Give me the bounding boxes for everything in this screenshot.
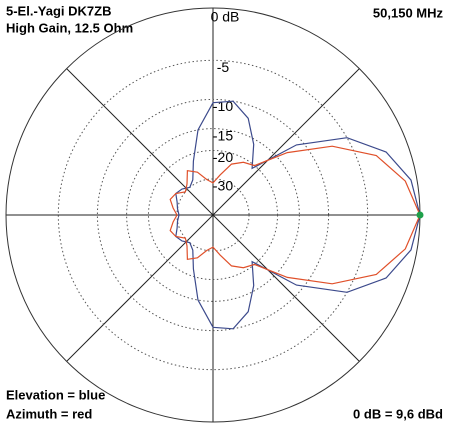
pattern-line [175, 100, 421, 330]
pattern-line [169, 145, 421, 285]
r-tick-label: -15 [213, 127, 233, 143]
legend-entry: Elevation = blue [6, 387, 105, 402]
spoke [66, 68, 360, 362]
ring [126, 128, 300, 302]
chart-title: 5-El.-Yagi DK7ZB [6, 3, 111, 18]
chart-subtitle: High Gain, 12.5 Ohm [6, 20, 133, 35]
ring [57, 59, 369, 371]
r-tick-label: -5 [217, 59, 230, 75]
r-tick-label: -10 [213, 98, 233, 114]
ring [147, 149, 279, 281]
r-tick-label: -20 [213, 149, 233, 165]
ring [96, 98, 330, 332]
r-tick-label: -30 [213, 178, 233, 194]
annotation: 0 dB = 9,6 dBd [353, 406, 443, 421]
reference-dot [416, 211, 424, 219]
frequency: 50,150 MHz [373, 5, 444, 20]
legend-entry: Azimuth = red [6, 406, 92, 421]
r-tick-label: 0 dB [211, 9, 240, 25]
